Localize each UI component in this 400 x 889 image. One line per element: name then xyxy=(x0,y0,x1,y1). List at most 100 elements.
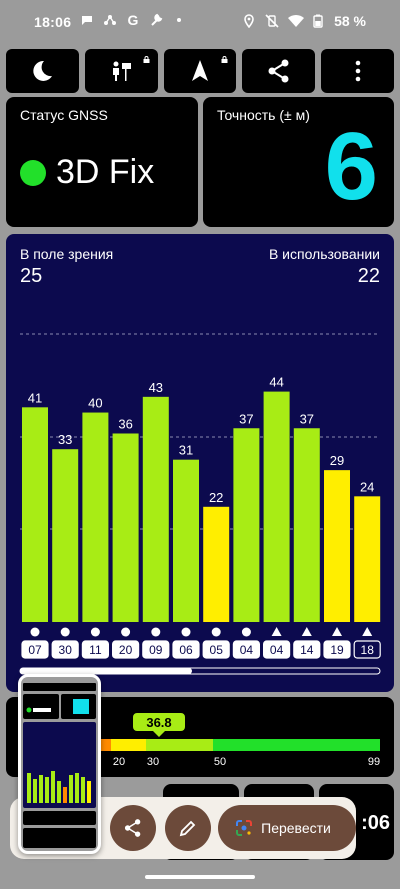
satellite-id-label: 05 xyxy=(210,643,224,657)
constellation-marker xyxy=(362,627,373,636)
accuracy-title: Точность (± м) xyxy=(217,107,310,123)
chat-bubble-icon xyxy=(80,13,94,27)
satellite-id-label: 19 xyxy=(330,643,344,657)
in-use-label: В использовании xyxy=(268,246,380,262)
constellation-marker xyxy=(181,627,191,637)
signal-value-label: 40 xyxy=(88,396,102,411)
satellite-id-box xyxy=(51,640,79,659)
signal-value-label: 44 xyxy=(269,375,283,390)
constellation-marker xyxy=(211,627,221,637)
wrench-icon xyxy=(149,13,163,27)
share-button[interactable] xyxy=(242,49,316,93)
dop-segment-orange xyxy=(101,739,111,751)
satellite-id-box xyxy=(232,640,260,659)
hub-icon xyxy=(103,13,117,27)
satellite-id-label: 04 xyxy=(270,643,284,657)
share-screenshot-button[interactable] xyxy=(110,805,156,851)
satellite-id-label: 06 xyxy=(179,643,193,657)
satellite-id-label: 18 xyxy=(361,643,375,657)
satellite-id-box xyxy=(21,640,49,659)
status-time: 18:06 xyxy=(34,14,72,30)
location-icon xyxy=(242,14,256,29)
gesture-nav-handle[interactable] xyxy=(145,875,255,879)
satellite-id-label: 07 xyxy=(28,643,42,657)
lock-icon xyxy=(143,56,150,63)
signal-bar xyxy=(203,506,230,622)
satellite-id-box xyxy=(293,640,321,659)
satellite-id-box xyxy=(202,640,230,659)
constellation-marker xyxy=(30,627,40,637)
map-mode-button[interactable] xyxy=(84,49,158,93)
share-icon xyxy=(124,819,141,837)
lock-icon xyxy=(221,56,228,63)
signal-bar xyxy=(293,428,320,622)
signal-value-label: 31 xyxy=(179,443,193,458)
signal-bar xyxy=(82,412,109,622)
map-mode-icon xyxy=(113,61,132,81)
navigation-button[interactable] xyxy=(163,49,237,93)
translate-label: Перевести xyxy=(261,820,331,836)
google-lens-icon xyxy=(236,820,253,836)
signal-bar xyxy=(233,428,260,622)
google-icon: G xyxy=(127,12,139,28)
signal-value-label: 37 xyxy=(239,411,253,426)
satellite-id-label: 09 xyxy=(149,643,163,657)
fix-status: 3D Fix xyxy=(20,153,154,192)
satellite-id-box xyxy=(263,640,291,659)
status-bar: 18:06 G 58 % xyxy=(0,0,400,44)
chart-scroll-thumb xyxy=(20,668,192,674)
constellation-marker xyxy=(271,627,282,636)
signal-bar xyxy=(52,449,79,622)
constellation-marker xyxy=(241,627,251,637)
satellite-id-label: 20 xyxy=(119,643,133,657)
signal-value-label: 22 xyxy=(209,490,223,505)
translate-button[interactable]: Перевести xyxy=(218,805,356,851)
dop-segment-yellow xyxy=(111,739,146,751)
screenshot-preview-thumbnail[interactable] xyxy=(18,674,101,854)
satellite-id-box xyxy=(323,640,351,659)
satellite-id-label: 30 xyxy=(59,643,73,657)
signal-value-label: 29 xyxy=(330,453,344,468)
dop-scale-label: 50 xyxy=(214,756,226,768)
satellite-id-box xyxy=(172,640,200,659)
vibrate-off-icon xyxy=(265,14,279,28)
signal-value-label: 33 xyxy=(58,432,72,447)
signal-bar xyxy=(22,407,48,622)
night-mode-button[interactable] xyxy=(6,49,79,93)
dop-scale-label: 30 xyxy=(147,756,159,768)
dop-scale-label: 20 xyxy=(113,756,125,768)
dop-segment-lightgreen xyxy=(146,739,213,751)
signal-value-label: 24 xyxy=(360,479,374,494)
satellite-id-box xyxy=(81,640,110,659)
dop-segment-green xyxy=(213,739,380,751)
constellation-marker xyxy=(121,627,131,637)
accuracy-value: 6 xyxy=(324,113,378,220)
more-options-button[interactable] xyxy=(321,49,394,93)
constellation-marker xyxy=(90,627,100,637)
status-icons-right: 58 % xyxy=(242,13,366,29)
in-use-value: 22 xyxy=(357,265,380,287)
signal-value-label: 37 xyxy=(300,411,314,426)
gnss-status-card[interactable]: Статус GNSS 3D Fix xyxy=(6,97,198,227)
more-vert-icon xyxy=(355,60,360,82)
fix-status-text: 3D Fix xyxy=(56,153,155,191)
satellite-id-box xyxy=(142,640,170,659)
in-view-value: 25 xyxy=(20,265,43,287)
gnss-status-title: Статус GNSS xyxy=(20,107,108,123)
constellation-marker xyxy=(301,627,312,636)
satellite-signal-card[interactable]: В поле зрения 25 В использовании 22 41 07… xyxy=(6,234,394,692)
edit-screenshot-button[interactable] xyxy=(165,805,211,851)
accuracy-card[interactable]: Точность (± м) 6 xyxy=(203,97,394,227)
constellation-marker xyxy=(151,627,161,637)
signal-bar-chart: 41 07 33 30 40 11 36 20 43 09 31 06 22 05 37 04 44 04 37 14… xyxy=(19,333,381,675)
dop-scale-label: 99 xyxy=(368,756,380,768)
satellite-id-label: 11 xyxy=(89,643,102,657)
signal-bar xyxy=(263,391,290,622)
battery-icon xyxy=(311,14,325,28)
dop-marker-value: 36.8 xyxy=(146,715,171,730)
dop-marker xyxy=(133,713,185,737)
pencil-icon xyxy=(179,820,196,837)
night-mode-icon xyxy=(33,60,53,81)
satellite-id-box xyxy=(111,640,140,659)
dop-scale: 36.8 20 30 50 99 xyxy=(101,713,380,768)
